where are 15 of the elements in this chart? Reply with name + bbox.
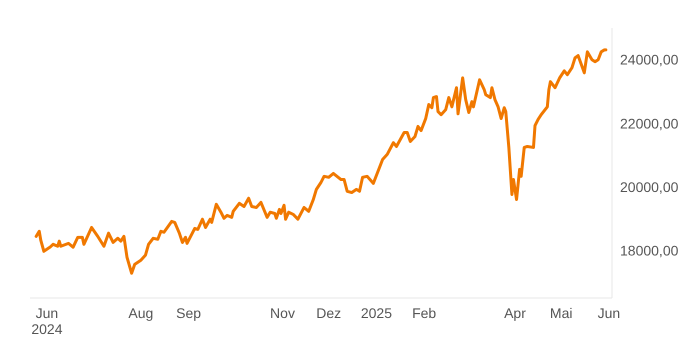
x-tick-label: Jun 2024 — [31, 305, 63, 337]
y-tick-label: 20000,00 — [620, 178, 679, 195]
x-tick-label: Feb — [412, 305, 436, 321]
x-tick-label: Nov — [270, 305, 295, 321]
x-tick-label: Mai — [550, 305, 572, 321]
x-tick-label: Sep — [176, 305, 202, 321]
y-tick-label: 18000,00 — [620, 242, 679, 258]
y-tick-label: 24000,00 — [620, 52, 679, 68]
x-tick-label: 2025 — [360, 305, 392, 321]
x-tick-label: Jun — [598, 305, 620, 321]
line-series — [34, 48, 608, 275]
x-tick-label: Aug — [128, 305, 154, 321]
x-tick-label: Apr — [504, 305, 526, 321]
y-tick-label: 22000,00 — [620, 115, 679, 132]
x-tick-label: Dez — [316, 305, 342, 321]
